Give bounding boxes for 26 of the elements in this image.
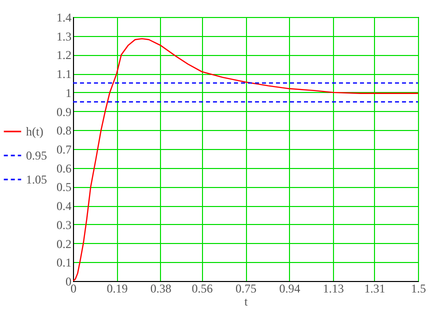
legend-label: h(t) — [26, 124, 44, 138]
x-tick-label: 0.75 — [236, 282, 256, 296]
y-tick-label: 0.1 — [56, 256, 72, 270]
x-axis-title: t — [244, 294, 248, 308]
y-tick-label: 1.3 — [56, 29, 72, 44]
x-tick-label: 0.19 — [106, 282, 128, 296]
y-tick-label: 1.2 — [56, 48, 72, 62]
legend-label: 0.95 — [26, 148, 47, 162]
y-tick-label: 1.4 — [56, 10, 72, 24]
y-tick-label: 0.3 — [56, 218, 72, 232]
y-tick-label: 0.5 — [56, 180, 72, 194]
y-tick-label: 1 — [66, 86, 72, 100]
x-tick-label: 0.94 — [279, 282, 300, 296]
x-tick-label: 1.31 — [364, 282, 386, 296]
y-tick-label: 0.2 — [56, 236, 72, 251]
y-tick-label: 0.4 — [56, 199, 72, 214]
y-tick-label: 0.6 — [56, 161, 72, 176]
y-tick-label: 0.8 — [56, 124, 72, 138]
x-tick-label: 1.13 — [322, 282, 344, 296]
legend-label: 1.05 — [26, 172, 47, 186]
y-tick-label: 1.1 — [56, 67, 72, 82]
x-tick-label: 1.5 — [411, 282, 426, 296]
y-tick-label: 0.7 — [56, 142, 72, 156]
x-tick-label: 0.38 — [150, 282, 172, 296]
x-tick-label: 0.56 — [192, 282, 213, 296]
y-tick-label: 0.9 — [56, 104, 72, 119]
